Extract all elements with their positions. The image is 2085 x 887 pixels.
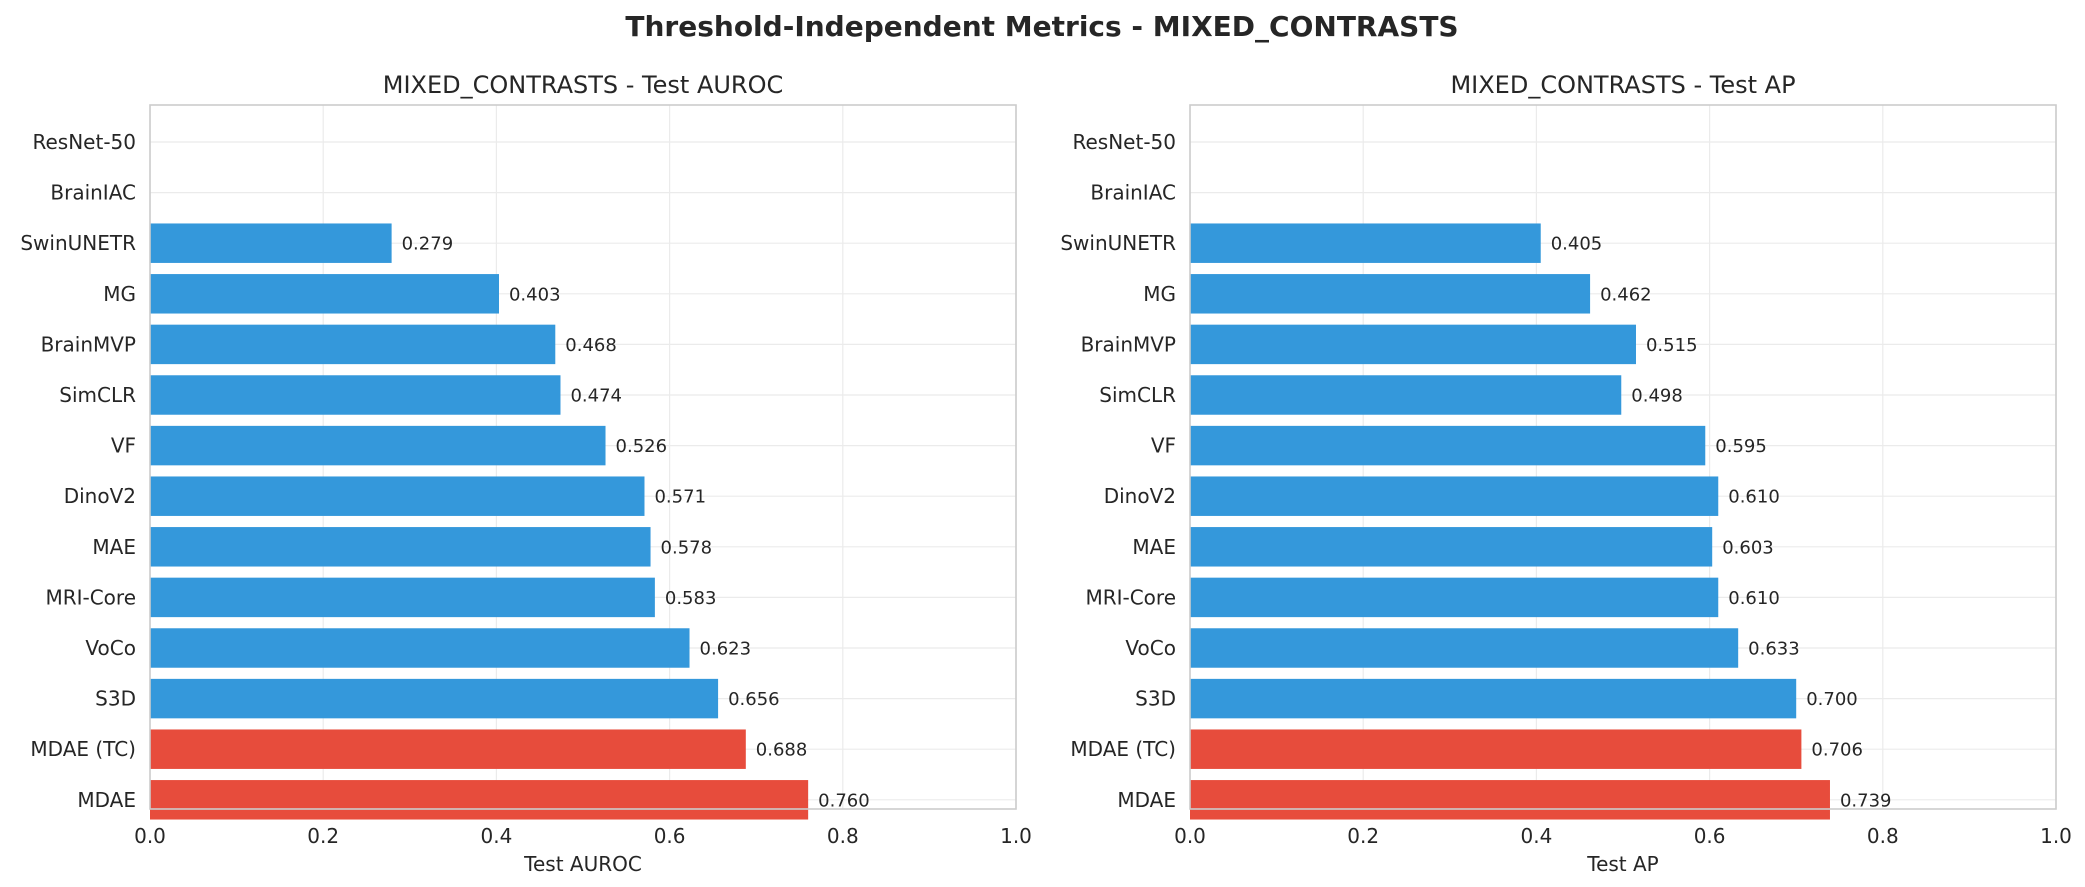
- auroc-value-label: 0.279: [402, 234, 454, 255]
- ap-bar-mg: [1190, 274, 1591, 314]
- auroc-category-label: SimCLR: [59, 383, 136, 407]
- auroc-bar-vf: [150, 425, 606, 466]
- ap-category-label: SwinUNETR: [1060, 231, 1176, 255]
- auroc-category-label: BrainIAC: [50, 181, 136, 205]
- auroc-value-label: 0.474: [570, 386, 622, 407]
- auroc-bar-mae: [150, 527, 651, 567]
- ap-bar-brainmvp: [1190, 324, 1636, 365]
- ap-category-label: BrainMVP: [1081, 332, 1176, 356]
- ap-value-label: 0.610: [1728, 487, 1780, 508]
- auroc-bar-dinov2: [150, 476, 645, 516]
- auroc-bar-mri-core: [150, 577, 655, 618]
- ap-value-label: 0.515: [1646, 335, 1698, 356]
- auroc-bar-mdae: [150, 780, 809, 820]
- auroc-bar-simclr: [150, 375, 561, 415]
- ap-bar-mae: [1190, 527, 1713, 567]
- ap-bar-vf: [1190, 425, 1706, 466]
- auroc-category-label: ResNet-50: [33, 130, 137, 154]
- auroc-category-label: MAE: [92, 535, 136, 559]
- auroc-bar-mdae-tc: [150, 729, 746, 769]
- ap-plot-frame: [1189, 104, 2057, 810]
- ap-value-label: 0.706: [1811, 740, 1863, 761]
- ap-value-label: 0.633: [1748, 639, 1800, 660]
- auroc-value-label: 0.578: [661, 537, 713, 558]
- auroc-value-label: 0.583: [665, 588, 717, 609]
- ap-bar-voco: [1190, 628, 1739, 668]
- auroc-category-label: S3D: [95, 687, 136, 711]
- ap-category-label: VF: [1151, 434, 1176, 458]
- ap-bar-mri-core: [1190, 577, 1719, 618]
- ap-category-label: ResNet-50: [1073, 130, 1177, 154]
- ap-value-label: 0.700: [1806, 689, 1858, 710]
- ap-category-label: SimCLR: [1099, 383, 1176, 407]
- ap-bar-mdae: [1190, 780, 1830, 820]
- ap-x-axis-label: Test AP: [1586, 852, 1658, 876]
- ap-category-label: S3D: [1135, 687, 1176, 711]
- auroc-category-label: MRI-Core: [45, 585, 136, 609]
- auroc-chart-title: MIXED_CONTRASTS - Test AUROC: [383, 71, 784, 99]
- ap-value-label: 0.462: [1600, 284, 1652, 305]
- auroc-bar-voco: [150, 628, 690, 668]
- auroc-category-label: MG: [103, 282, 136, 306]
- figure-title: Threshold-Independent Metrics - MIXED_CO…: [625, 10, 1458, 43]
- ap-category-label: MAE: [1132, 535, 1176, 559]
- auroc-value-label: 0.571: [654, 487, 706, 508]
- auroc-plot-frame: [149, 104, 1017, 810]
- auroc-category-label: VoCo: [85, 636, 136, 660]
- auroc-category-label: SwinUNETR: [20, 231, 136, 255]
- ap-x-tick-label: 0.2: [1347, 824, 1379, 848]
- ap-x-tick-label: 0.6: [1694, 824, 1726, 848]
- auroc-category-label: VF: [111, 434, 136, 458]
- ap-bar-s3d: [1190, 678, 1797, 719]
- auroc-category-label: MDAE (TC): [30, 737, 136, 761]
- ap-value-label: 0.405: [1551, 234, 1603, 255]
- auroc-x-tick-label: 0.4: [480, 824, 512, 848]
- ap-category-label: VoCo: [1125, 636, 1176, 660]
- ap-category-label: DinoV2: [1104, 484, 1176, 508]
- auroc-bar-brainmvp: [150, 324, 556, 365]
- ap-value-label: 0.603: [1722, 537, 1774, 558]
- auroc-bar-swinunetr: [150, 223, 392, 263]
- auroc-value-label: 0.468: [565, 335, 617, 356]
- auroc-category-label: MDAE: [77, 788, 136, 812]
- ap-category-label: MDAE (TC): [1070, 737, 1176, 761]
- auroc-value-label: 0.760: [818, 790, 870, 811]
- ap-value-label: 0.610: [1728, 588, 1780, 609]
- ap-value-label: 0.739: [1840, 790, 1892, 811]
- ap-category-label: BrainIAC: [1090, 181, 1176, 205]
- ap-x-tick-label: 0.4: [1520, 824, 1552, 848]
- ap-x-tick-label: 0.8: [1867, 824, 1899, 848]
- ap-bar-swinunetr: [1190, 223, 1541, 263]
- ap-value-label: 0.595: [1715, 436, 1767, 457]
- ap-bar-mdae-tc: [1190, 729, 1802, 769]
- auroc-x-tick-label: 0.8: [827, 824, 859, 848]
- auroc-value-label: 0.656: [728, 689, 780, 710]
- auroc-value-label: 0.688: [756, 740, 808, 761]
- ap-category-label: MRI-Core: [1085, 585, 1176, 609]
- ap-chart-title: MIXED_CONTRASTS - Test AP: [1450, 71, 1795, 99]
- auroc-x-axis-label: Test AUROC: [523, 852, 642, 876]
- ap-category-label: MDAE: [1117, 788, 1176, 812]
- auroc-panel: ResNet-50 BrainIAC 0.279 SwinUNETR 0.403 MG 0.…: [20, 71, 1032, 876]
- auroc-category-label: DinoV2: [64, 484, 136, 508]
- ap-panel: ResNet-50 BrainIAC 0.405 SwinUNETR 0.462 MG 0.…: [1060, 71, 2072, 876]
- ap-bar-simclr: [1190, 375, 1622, 415]
- auroc-category-label: BrainMVP: [41, 332, 136, 356]
- auroc-bar-mg: [150, 274, 499, 314]
- auroc-x-tick-label: 0.0: [134, 824, 166, 848]
- auroc-value-label: 0.403: [509, 284, 561, 305]
- ap-x-tick-label: 0.0: [1174, 824, 1206, 848]
- auroc-bar-s3d: [150, 678, 719, 719]
- ap-bar-dinov2: [1190, 476, 1719, 516]
- auroc-value-label: 0.526: [616, 436, 668, 457]
- ap-x-tick-label: 1.0: [2040, 824, 2072, 848]
- ap-value-label: 0.498: [1631, 386, 1683, 407]
- auroc-value-label: 0.623: [700, 639, 752, 660]
- auroc-x-tick-label: 1.0: [1000, 824, 1032, 848]
- ap-category-label: MG: [1143, 282, 1176, 306]
- auroc-x-tick-label: 0.6: [654, 824, 686, 848]
- auroc-x-tick-label: 0.2: [307, 824, 339, 848]
